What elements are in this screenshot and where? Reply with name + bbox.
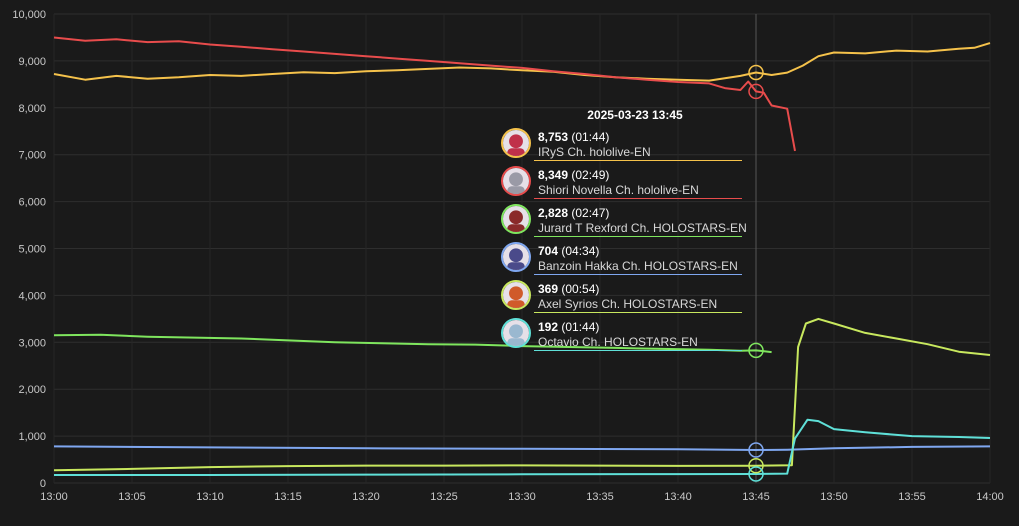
- series-color-underline: [534, 198, 742, 199]
- avatar: [501, 128, 531, 158]
- x-tick-label: 13:20: [352, 491, 380, 503]
- tooltip-timestamp: 2025-03-23 13:45: [587, 108, 683, 122]
- y-tick-label: 2,000: [18, 384, 46, 396]
- avatar: [501, 166, 531, 196]
- x-tick-label: 13:15: [274, 491, 302, 503]
- series-color-underline: [534, 350, 742, 351]
- hover-marker: [748, 83, 764, 100]
- series-color-underline: [534, 236, 742, 237]
- y-axis-ticks: 0 1,000 2,000 3,000 4,000 5,000 6,000 7,000 8,00…: [12, 9, 46, 490]
- avatar: [501, 318, 531, 348]
- tooltip-row: 2,828 (02:47) Jurard T Rexford Ch. HOLOST…: [498, 202, 748, 240]
- series-line[interactable]: [53, 445, 991, 451]
- viewer-count: 2,828: [538, 206, 569, 220]
- y-tick-label: 3,000: [18, 337, 46, 349]
- y-tick-label: 0: [40, 478, 46, 490]
- x-tick-label: 13:45: [742, 491, 770, 503]
- tooltip-value: 369 (00:54): [538, 282, 599, 296]
- hover-markers: [748, 64, 764, 482]
- avatar: [501, 280, 531, 310]
- stream-duration: (00:54): [561, 282, 600, 296]
- series-line[interactable]: [53, 333, 772, 354]
- tooltip-value: 8,349 (02:49): [538, 168, 609, 182]
- tooltip-row: 192 (01:44) Octavio Ch. HOLOSTARS-EN: [498, 316, 748, 354]
- channel-name: Axel Syrios Ch. HOLOSTARS-EN: [538, 297, 718, 311]
- x-axis-ticks: 13:00 13:05 13:10 13:15 13:20 13:25 13:30 13:35…: [40, 491, 1004, 503]
- hover-tooltip: 2025-03-23 13:45 8,753 (01:44) IRyS Ch. h…: [498, 104, 748, 354]
- tooltip-value: 2,828 (02:47): [538, 206, 609, 220]
- series-line[interactable]: [53, 317, 991, 472]
- tooltip-value: 8,753 (01:44): [538, 130, 609, 144]
- avatar: [501, 242, 531, 272]
- hover-marker: [748, 457, 764, 474]
- stream-duration: (02:49): [571, 168, 610, 182]
- x-tick-label: 13:00: [40, 491, 68, 503]
- series-color-underline: [534, 312, 742, 313]
- series-line[interactable]: [53, 36, 796, 152]
- x-tick-label: 13:50: [820, 491, 848, 503]
- viewer-count: 369: [538, 282, 559, 296]
- stream-duration: (02:47): [571, 206, 610, 220]
- series-color-underline: [534, 160, 742, 161]
- x-tick-label: 13:55: [898, 491, 926, 503]
- x-tick-label: 13:10: [196, 491, 224, 503]
- x-tick-label: 13:35: [586, 491, 614, 503]
- y-tick-label: 10,000: [12, 9, 46, 21]
- tooltip-row: 369 (00:54) Axel Syrios Ch. HOLOSTARS-EN: [498, 278, 748, 316]
- channel-name: Shiori Novella Ch. hololive-EN: [538, 183, 699, 197]
- y-tick-label: 1,000: [18, 431, 46, 443]
- channel-name: Banzoin Hakka Ch. HOLOSTARS-EN: [538, 259, 738, 273]
- hover-marker: [748, 64, 764, 81]
- avatar: [501, 204, 531, 234]
- stream-duration: (01:44): [571, 130, 610, 144]
- y-tick-label: 7,000: [18, 150, 46, 162]
- tooltip-row: 704 (04:34) Banzoin Hakka Ch. HOLOSTARS-E…: [498, 240, 748, 278]
- y-tick-label: 9,000: [18, 56, 46, 68]
- series-lines[interactable]: [53, 36, 991, 476]
- series-line[interactable]: [54, 418, 991, 476]
- viewer-count: 704: [538, 244, 559, 258]
- viewer-count: 8,753: [538, 130, 569, 144]
- y-tick-label: 8,000: [18, 103, 46, 115]
- x-tick-label: 13:25: [430, 491, 458, 503]
- y-tick-label: 6,000: [18, 197, 46, 209]
- channel-name: IRyS Ch. hololive-EN: [538, 145, 651, 159]
- x-tick-label: 13:05: [118, 491, 146, 503]
- stream-duration: (04:34): [561, 244, 600, 258]
- hover-marker: [748, 442, 764, 458]
- viewer-count: 8,349: [538, 168, 569, 182]
- x-tick-label: 14:00: [976, 491, 1004, 503]
- tooltip-rows: 8,753 (01:44) IRyS Ch. hololive-EN 8,349 (…: [498, 126, 748, 354]
- hover-marker: [748, 466, 764, 482]
- tooltip-row: 8,753 (01:44) IRyS Ch. hololive-EN: [498, 126, 748, 164]
- y-tick-label: 5,000: [18, 244, 46, 256]
- series-color-underline: [534, 274, 742, 275]
- stream-duration: (01:44): [561, 320, 600, 334]
- tooltip-value: 192 (01:44): [538, 320, 599, 334]
- channel-name: Octavio Ch. HOLOSTARS-EN: [538, 335, 698, 349]
- hover-marker: [748, 342, 764, 359]
- x-tick-label: 13:40: [664, 491, 692, 503]
- channel-name: Jurard T Rexford Ch. HOLOSTARS-EN: [538, 221, 747, 235]
- x-tick-label: 13:30: [508, 491, 536, 503]
- y-tick-label: 4,000: [18, 290, 46, 302]
- tooltip-value: 704 (04:34): [538, 244, 599, 258]
- viewer-count: 192: [538, 320, 559, 334]
- tooltip-row: 8,349 (02:49) Shiori Novella Ch. hololive…: [498, 164, 748, 202]
